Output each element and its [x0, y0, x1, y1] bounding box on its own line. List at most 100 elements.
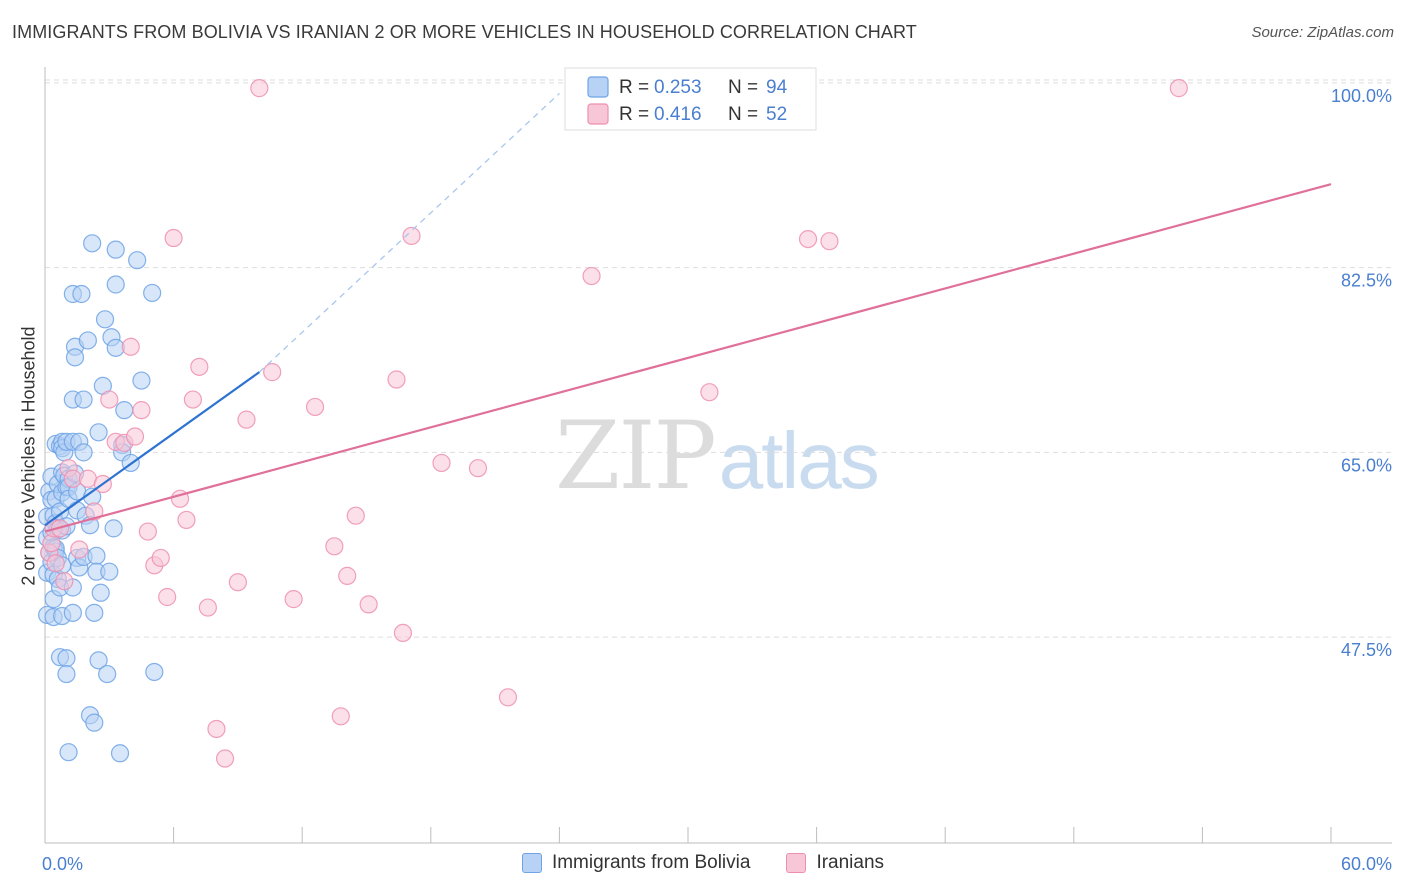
bolivia-point	[83, 234, 102, 253]
y-tick-label: 65.0%	[1341, 455, 1392, 475]
bolivia-point	[95, 310, 115, 329]
iranians-point	[132, 401, 151, 420]
bolivia-point	[143, 283, 162, 303]
stats-n-value: 52	[766, 104, 787, 125]
legend-label-iranians: Iranians	[816, 852, 885, 873]
iranians-point	[55, 572, 74, 591]
bolivia-point	[78, 331, 97, 350]
chart-title: IMMIGRANTS FROM BOLIVIA VS IRANIAN 2 OR …	[12, 22, 917, 42]
bolivia-point	[132, 371, 151, 390]
iranians-point	[190, 357, 209, 376]
watermark-atlas: atlas	[718, 416, 880, 505]
iranians-trend-line	[44, 183, 1332, 533]
legend-item-iranians[interactable]: Iranians	[786, 852, 884, 874]
iranians-point	[138, 522, 157, 541]
stats-n-label: N =	[728, 104, 758, 125]
x-tick-label: 60.0%	[1341, 854, 1392, 874]
watermark-zip: ZIP	[555, 402, 717, 511]
series-layer	[38, 79, 1188, 768]
legend-swatch-bolivia	[521, 853, 542, 873]
bottom-legend: Immigrants from Bolivia Iranians	[0, 852, 1406, 874]
bolivia-point	[91, 583, 110, 602]
iranians-point	[177, 510, 196, 530]
legend-item-bolivia[interactable]: Immigrants from Bolivia	[521, 852, 751, 874]
legend-label-bolivia: Immigrants from Bolivia	[551, 852, 751, 873]
bolivia-point	[106, 338, 125, 357]
axis-layer: 47.5% 65.0% 82.5% 100.0% 0.0% 60.0%	[42, 67, 1392, 874]
stats-r-value: 0.416	[654, 104, 702, 125]
stats-r-label: R =	[619, 104, 649, 125]
bolivia-trend-line	[44, 371, 260, 527]
iranians-point	[432, 453, 451, 473]
iranians-point	[284, 590, 303, 609]
iranians-point	[305, 397, 325, 417]
iranians-point	[798, 229, 818, 249]
bolivia-point	[59, 743, 78, 762]
stats-n-label: N =	[728, 77, 758, 98]
bolivia-point	[74, 390, 93, 409]
bolivia-point	[57, 664, 76, 684]
iranians-point	[346, 506, 365, 525]
iranians-point	[121, 337, 140, 356]
stats-r-value: 0.253	[654, 77, 702, 98]
iranians-point	[387, 370, 406, 389]
iranians-point	[498, 688, 518, 707]
iranians-point	[582, 266, 601, 286]
bolivia-point	[57, 649, 76, 668]
stats-swatch	[587, 103, 609, 125]
bolivia-point	[85, 713, 104, 732]
y-tick-label: 100.0%	[1331, 86, 1392, 106]
stats-legend: R = 0.253 N = 94 R = 0.416 N = 52	[564, 67, 817, 131]
y-tick-label: 47.5%	[1341, 640, 1392, 660]
bolivia-point	[85, 603, 104, 622]
stats-swatch	[587, 76, 609, 98]
iranians-point	[85, 502, 104, 521]
iranians-point	[237, 410, 256, 429]
bolivia-point	[89, 651, 108, 670]
legend-swatch-iranians	[786, 853, 807, 873]
bolivia-point	[106, 275, 125, 294]
iranians-point	[125, 427, 145, 446]
iranians-point	[263, 363, 282, 382]
stats-n-value: 94	[766, 77, 788, 98]
iranians-point	[100, 390, 119, 409]
grid-layer	[45, 79, 1392, 638]
source-credit: Source: ZipAtlas.com	[1251, 24, 1394, 41]
bolivia-point	[106, 240, 125, 259]
iranians-point	[359, 595, 378, 614]
iranians-point	[402, 226, 421, 246]
iranians-point	[198, 598, 217, 617]
bolivia-point	[98, 664, 117, 684]
bolivia-point	[115, 401, 134, 420]
bolivia-point	[63, 603, 82, 622]
iranians-point	[468, 459, 488, 478]
iranians-point	[151, 548, 170, 568]
bolivia-point	[72, 284, 91, 304]
bolivia-point	[110, 744, 130, 763]
iranians-point	[164, 228, 183, 248]
iranians-point	[183, 390, 202, 409]
watermark: ZIPatlas	[555, 402, 880, 511]
x-tick-label: 0.0%	[42, 854, 83, 874]
bolivia-point	[89, 423, 108, 442]
bolivia-point	[74, 443, 93, 462]
stats-r-label: R =	[619, 77, 649, 98]
y-tick-label: 82.5%	[1341, 271, 1392, 291]
bolivia-trend-extension	[258, 92, 560, 373]
bolivia-point	[65, 348, 85, 367]
bolivia-point	[104, 519, 123, 538]
iranians-point	[250, 79, 269, 98]
bolivia-point	[87, 546, 106, 565]
iranians-point	[46, 554, 65, 573]
iranians-point	[215, 749, 235, 768]
iranians-point	[325, 537, 344, 556]
iranians-point	[393, 623, 413, 642]
iranians-point	[158, 587, 177, 607]
bolivia-point	[100, 562, 119, 581]
iranians-point	[207, 719, 226, 739]
iranians-point	[700, 383, 719, 402]
iranians-point	[228, 573, 247, 592]
iranians-point	[820, 232, 839, 251]
iranians-point	[331, 707, 350, 726]
